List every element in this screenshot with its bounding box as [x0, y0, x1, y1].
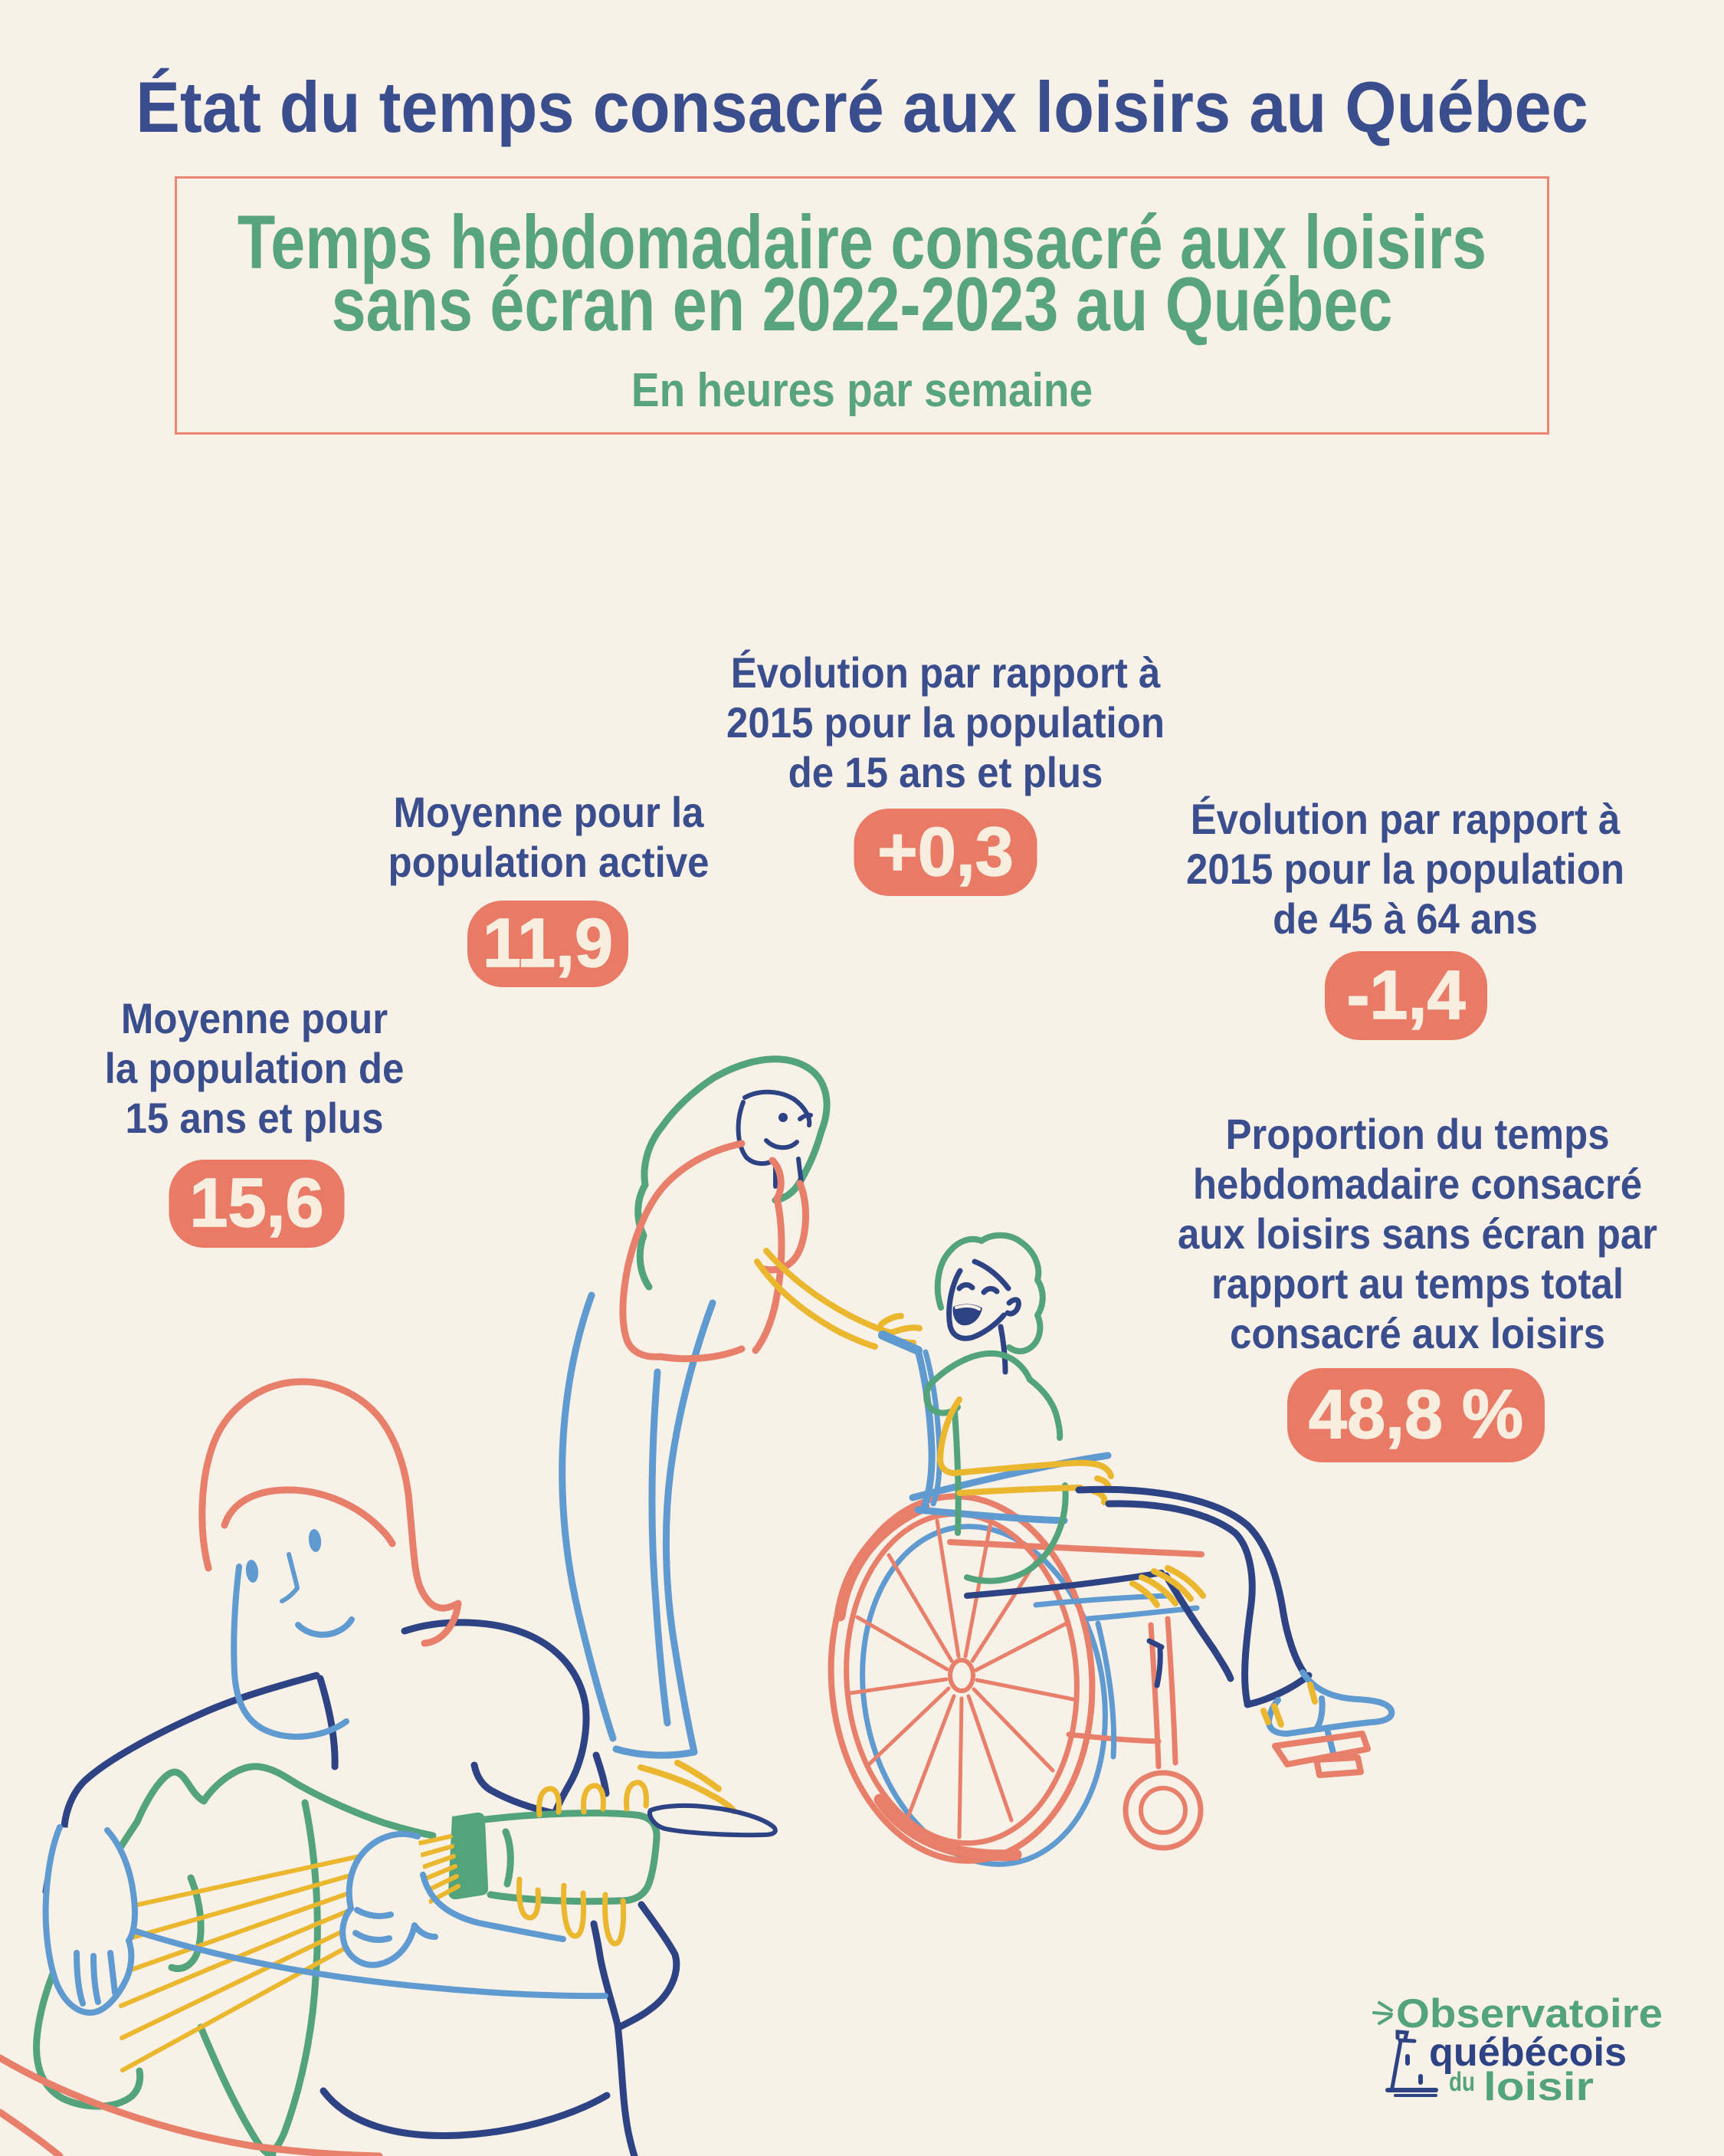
svg-text:Observatoire: Observatoire [1396, 1991, 1663, 2036]
svg-text:loisir: loisir [1483, 2065, 1594, 2109]
svg-text:québécois: québécois [1429, 2030, 1627, 2075]
svg-text:du: du [1449, 2067, 1475, 2097]
